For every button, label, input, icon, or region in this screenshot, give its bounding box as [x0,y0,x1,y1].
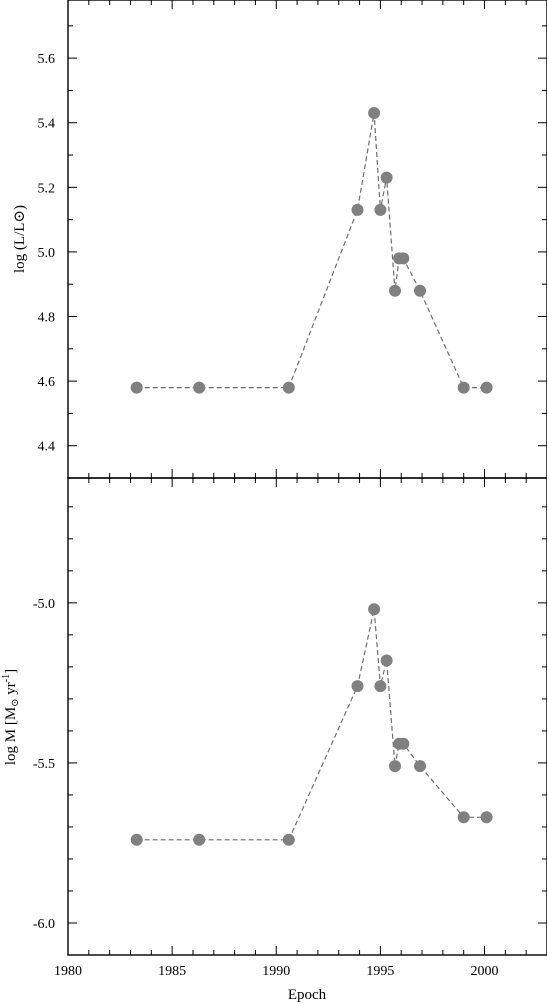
luminosity-plot-frame [67,0,547,479]
luminosity-data-point [457,381,470,394]
mass-loss-data-point [397,737,410,750]
mass-loss-axis-title-unit: yr [3,682,19,698]
luminosity-data-point [374,203,387,216]
luminosity-panel: 4.4 4.6 4.8 5.0 5.2 5.4 5.6 log (L/L⊙) [12,0,547,479]
luminosity-y-tick-label: 5.6 [38,52,56,67]
mass-loss-y-tick-label: -5.5 [33,757,55,772]
mass-loss-data-point [480,811,493,824]
luminosity-data-point [414,284,426,297]
mass-loss-data-point [130,833,143,846]
luminosity-y-tick-label: 5.2 [38,181,56,196]
mass-loss-axis-title-main: log M [M [3,707,19,765]
mass-loss-dashed-line [136,609,487,841]
mass-loss-data-point [193,833,206,846]
mass-loss-data-point [457,811,470,824]
luminosity-data-point [368,107,381,119]
luminosity-ticks: 4.4 4.6 4.8 5.0 5.2 5.4 5.6 [38,0,547,479]
mass-loss-connecting-line [136,609,487,841]
mass-loss-data-point [368,603,381,616]
luminosity-data-point [480,381,493,394]
luminosity-data-point [351,203,364,216]
luminosity-data-point [193,381,206,394]
mass-loss-data-point [389,760,401,773]
luminosity-dashed-line [136,112,487,389]
luminosity-data-point [380,171,393,184]
x-tick-label: 1995 [366,964,394,979]
x-tick-label: 1980 [54,964,82,979]
mass-loss-y-tick-label: -5.0 [33,597,55,612]
mass-loss-plot-frame [67,477,547,956]
luminosity-y-tick-label: 4.6 [38,375,56,390]
luminosity-points [130,107,493,394]
mass-loss-axis-title-sub: ⊙ [10,698,21,706]
luminosity-axis-title-text: log (L/L⊙) [12,205,28,273]
x-axis-title: Epoch [288,987,327,1003]
x-tick-label: 2000 [471,964,499,979]
mass-loss-axis-title: log M [M⊙ yr-1] [1,669,21,765]
mass-loss-data-point [282,833,295,846]
luminosity-y-tick-label: 5.0 [38,246,56,261]
x-tick-label: 1985 [158,964,186,979]
luminosity-connecting-line [136,112,487,389]
luminosity-y-tick-label: 5.4 [38,117,56,132]
mass-loss-axis-title-end: ] [3,669,19,674]
mass-loss-data-point [380,654,393,667]
luminosity-y-tick-label: 4.4 [38,440,56,455]
mass-loss-points [130,603,493,846]
mass-loss-panel: -6.0 -5.5 -5.0 1980 1985 1990 1995 2000 log M [… [1,477,547,979]
mass-loss-ticks: -6.0 -5.5 -5.0 1980 1985 1990 1995 2000 [33,478,547,979]
luminosity-data-point [130,381,143,394]
luminosity-axis-title: log (L/L⊙) [12,205,28,273]
mass-loss-axis-title-sup: -1 [1,674,12,682]
luminosity-data-point [389,284,401,297]
mass-loss-y-tick-label: -6.0 [33,917,55,932]
x-tick-label: 1990 [262,964,290,979]
luminosity-y-tick-label: 4.8 [38,311,56,326]
luminosity-data-point [282,381,295,394]
mass-loss-data-point [351,680,364,693]
mass-loss-data-point [374,680,387,693]
luminosity-data-point [397,252,410,265]
mass-loss-data-point [414,760,426,773]
